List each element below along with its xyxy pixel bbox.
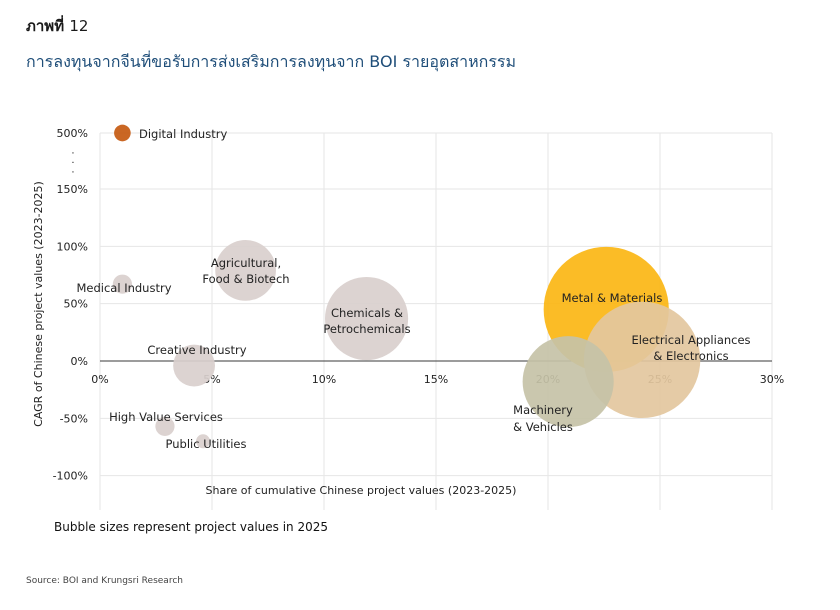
x-tick-label: 10% xyxy=(312,373,336,386)
bubble-medical-industry xyxy=(112,274,132,294)
bubble-digital-industry xyxy=(114,124,131,142)
bubble-label: Digital Industry xyxy=(139,127,227,141)
axis-break-dot: . xyxy=(71,155,74,166)
bubble-public-utilities xyxy=(196,434,211,449)
bubble-label: & Vehicles xyxy=(513,420,573,434)
bubble-label: Petrochemicals xyxy=(323,322,410,336)
y-tick-label: -50% xyxy=(60,412,88,425)
bubble-label: Public Utilities xyxy=(166,437,247,451)
y-tick-label: 50% xyxy=(64,298,88,311)
y-tick-label: 0% xyxy=(71,355,88,368)
bubble-label: Medical Industry xyxy=(76,281,171,295)
source-note: Source: BOI and Krungsri Research xyxy=(26,576,183,586)
axis-break-dot: . xyxy=(71,164,74,175)
bubble-chemicals-petrochemicals xyxy=(324,277,409,361)
figure-label-prefix: ภาพที่ xyxy=(26,17,65,35)
bubble-agricultural-food-biotech xyxy=(215,240,276,301)
bubble-high-value-services xyxy=(155,416,175,436)
bubble-size-note: Bubble sizes represent project values in… xyxy=(54,520,329,534)
bubble-label: Electrical Appliances xyxy=(631,333,750,347)
bubble-label: Creative Industry xyxy=(147,343,246,357)
bubble-label: Food & Biotech xyxy=(202,272,289,286)
chart-title: การลงทุนจากจีนที่ขอรับการส่งเสริมการลงทุ… xyxy=(26,52,517,71)
bubble-label: Chemicals & xyxy=(331,306,403,320)
y-tick-label: 100% xyxy=(57,240,88,253)
figure-label: ภาพที่ 12 xyxy=(26,14,88,38)
y-tick-label: -100% xyxy=(53,470,88,483)
x-tick-label: 30% xyxy=(760,373,784,386)
x-tick-label: 15% xyxy=(424,373,448,386)
bubble-label: Machinery xyxy=(513,403,573,417)
x-axis-title: Share of cumulative Chinese project valu… xyxy=(206,484,517,497)
bubble-label: Metal & Materials xyxy=(562,291,663,305)
bubble-creative-industry xyxy=(173,344,216,387)
bubble-machinery-vehicles xyxy=(522,336,614,428)
bubble-label: & Electronics xyxy=(653,349,728,363)
y-tick-label: 500% xyxy=(57,127,88,140)
y-axis-title: CAGR of Chinese project values (2023-202… xyxy=(32,181,45,427)
bubble-label: High Value Services xyxy=(109,410,223,424)
figure-number: 12 xyxy=(69,17,89,35)
x-tick-label: 0% xyxy=(91,373,108,386)
bubble-label: Agricultural, xyxy=(211,256,281,270)
axis-break-dot: . xyxy=(71,146,74,157)
y-tick-label: 150% xyxy=(57,183,88,196)
